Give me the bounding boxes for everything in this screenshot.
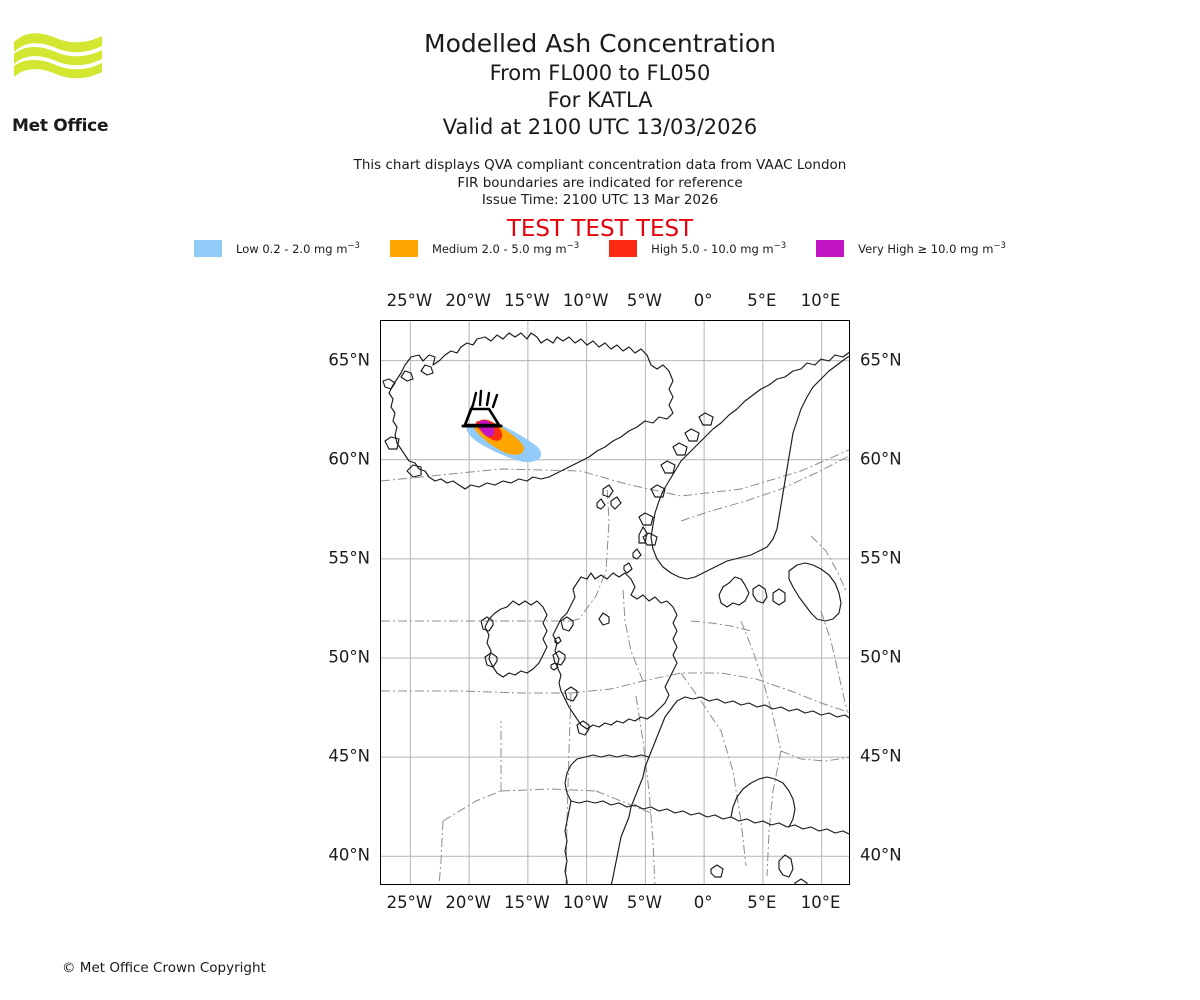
lat-tick-right-4: 45°N <box>860 746 902 766</box>
legend-swatch-high <box>609 240 638 257</box>
lat-tick-right-0: 65°N <box>860 350 902 370</box>
legend-label-medium: Medium 2.0 - 5.0 mg m−3 <box>431 241 580 256</box>
map-frame <box>380 320 850 885</box>
note-issue-time: Issue Time: 2100 UTC 13 Mar 2026 <box>481 192 719 208</box>
legend-swatch-low <box>194 240 223 257</box>
lon-tick-top-0: 25°W <box>386 291 433 310</box>
lat-tick-left-0: 65°N <box>328 350 370 370</box>
legend-label-very-high: Very High ≥ 10.0 mg m−3 <box>858 241 1006 256</box>
met-office-logo-icon <box>14 33 102 79</box>
lon-tick-top-7: 10°E <box>800 291 841 310</box>
subtitle-valid-time: Valid at 2100 UTC 13/03/2026 <box>442 115 758 139</box>
legend-low: Low 0.2 - 2.0 mg m−3 <box>194 240 360 257</box>
lon-tick-bottom-3: 10°W <box>562 893 609 912</box>
lon-tick-bottom-0: 25°W <box>386 893 433 912</box>
lat-tick-right-2: 55°N <box>860 548 902 568</box>
legend-swatch-very-high <box>816 240 845 257</box>
lat-tick-left-4: 45°N <box>328 746 370 766</box>
katla-volcano-symbol <box>461 389 503 428</box>
copyright-notice: © Met Office Crown Copyright <box>62 960 266 976</box>
lon-tick-top-1: 20°W <box>445 291 491 310</box>
logo-wordmark: Met Office <box>12 116 109 136</box>
legend-label-high: High 5.0 - 10.0 mg m−3 <box>651 241 787 256</box>
coastlines <box>382 332 849 884</box>
lon-tick-bottom-1: 20°W <box>445 893 491 912</box>
title-block: Modelled Ash Concentration From FL000 to… <box>0 28 1200 141</box>
lon-tick-top-3: 10°W <box>562 291 609 310</box>
legend-label-low: Low 0.2 - 2.0 mg m−3 <box>236 241 360 256</box>
note-qva: This chart displays QVA compliant concen… <box>353 157 847 173</box>
lat-tick-left-1: 60°N <box>328 449 370 469</box>
lat-tick-left-5: 40°N <box>328 845 370 865</box>
met-office-branding: Met Office <box>12 28 122 135</box>
subtitle-volcano: For KATLA <box>547 88 653 112</box>
lat-tick-left-2: 55°N <box>328 548 370 568</box>
lon-tick-top-5: 0° <box>693 291 713 310</box>
lon-tick-top-4: 5°W <box>626 291 662 310</box>
page-title: Modelled Ash Concentration <box>424 29 776 58</box>
legend-medium: Medium 2.0 - 5.0 mg m−3 <box>389 240 580 257</box>
map-gridlines <box>381 321 849 884</box>
lon-tick-bottom-6: 5°E <box>747 893 777 912</box>
test-banner: TEST TEST TEST <box>506 216 694 242</box>
lat-tick-right-5: 40°N <box>860 845 902 865</box>
note-fir: FIR boundaries are indicated for referen… <box>457 174 743 191</box>
lat-tick-left-3: 50°N <box>328 647 370 667</box>
lon-tick-bottom-5: 0° <box>693 893 713 912</box>
lon-tick-top-6: 5°E <box>747 291 777 310</box>
fir-boundaries <box>381 449 849 884</box>
lon-tick-bottom-4: 5°W <box>626 893 662 912</box>
map-panel: 25°W 25°W 20°W 20°W 15°W 15°W 10°W 10°W 5°W 5°W 0°… <box>328 291 901 912</box>
legend-swatch-medium <box>389 240 418 257</box>
concentration-legend: Low 0.2 - 2.0 mg m−3 Medium 2.0 - 5.0 mg… <box>0 240 1200 257</box>
lon-tick-bottom-2: 15°W <box>504 893 550 912</box>
subtitle-flight-levels: From FL000 to FL050 <box>489 61 711 85</box>
legend-very-high: Very High ≥ 10.0 mg m−3 <box>816 240 1006 257</box>
legend-high: High 5.0 - 10.0 mg m−3 <box>609 240 786 257</box>
lat-tick-right-3: 50°N <box>860 647 902 667</box>
lat-tick-right-1: 60°N <box>860 449 902 469</box>
lon-tick-top-2: 15°W <box>504 291 550 310</box>
notes-block: This chart displays QVA compliant concen… <box>0 157 1200 210</box>
map-canvas <box>381 321 849 884</box>
lon-tick-bottom-7: 10°E <box>800 893 841 912</box>
